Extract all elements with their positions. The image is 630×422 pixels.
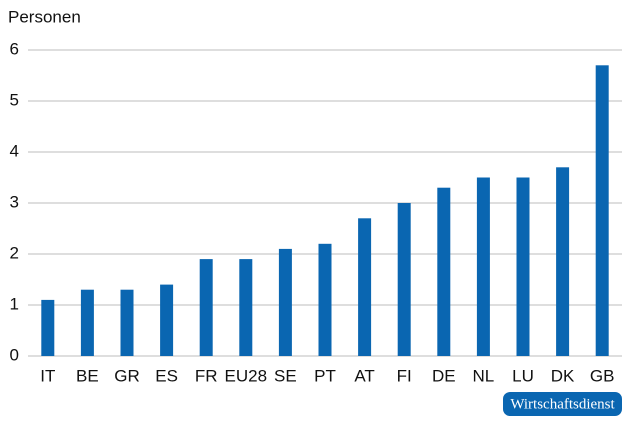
x-tick-label: AT [354, 366, 374, 385]
y-tick-label: 5 [10, 90, 19, 109]
bar [199, 259, 213, 356]
x-tick-label: ES [155, 366, 178, 385]
bar [516, 177, 530, 356]
bar [278, 248, 292, 356]
bar [160, 284, 174, 356]
x-tick-label: FR [195, 366, 218, 385]
bar [595, 65, 609, 357]
x-tick-label: DE [432, 366, 456, 385]
bar [397, 203, 411, 356]
source-text: Wirtschaftsdienst [510, 396, 615, 412]
x-tick-label: NL [473, 366, 495, 385]
x-tick-label: GB [590, 366, 615, 385]
bar [318, 243, 332, 356]
bar [358, 218, 372, 356]
x-tick-label: FI [397, 366, 412, 385]
bar [556, 167, 570, 356]
x-tick-label: DK [551, 366, 575, 385]
axis-label: Personen [8, 7, 81, 26]
bar [41, 299, 55, 356]
y-tick-label: 4 [10, 141, 19, 160]
y-tick-label: 6 [10, 39, 19, 58]
y-tick-label: 3 [10, 192, 19, 211]
bar [476, 177, 490, 356]
x-tick-label: BE [76, 366, 99, 385]
bar [80, 289, 94, 356]
x-tick-label: SE [274, 366, 297, 385]
x-tick-label: IT [40, 366, 55, 385]
x-tick-label: GR [114, 366, 140, 385]
x-tick-label: EU28 [225, 366, 268, 385]
bar [120, 289, 134, 356]
x-tick-label: PT [314, 366, 336, 385]
y-tick-label: 2 [10, 243, 19, 262]
y-tick-label: 0 [10, 345, 19, 364]
x-tick-label: LU [512, 366, 534, 385]
bar [437, 187, 451, 356]
bar [239, 259, 253, 356]
source-badge [503, 392, 622, 416]
y-tick-label: 1 [10, 294, 19, 313]
